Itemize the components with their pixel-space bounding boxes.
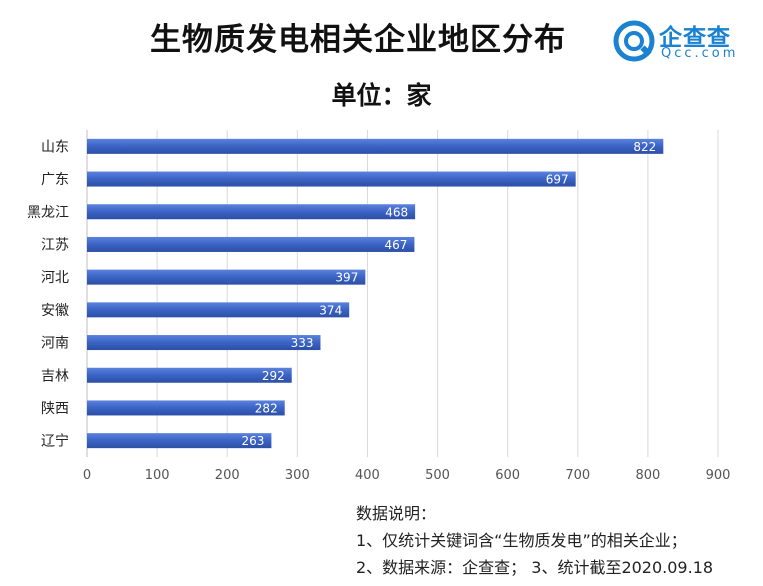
data-label-黑龙江: 468: [385, 205, 408, 219]
notes-line-2: 2、数据来源：企查查； 3、统计截至2020.09.18: [356, 558, 714, 577]
logo-brand-name: 企查查: [659, 25, 731, 51]
category-label-河北: 河北: [41, 270, 69, 286]
x-tick-label-800: 800: [635, 468, 660, 483]
bar-chart: 0 100 200 300 400 500 600 700 800 900 山东 822 广东 697 黑龙…: [27, 130, 731, 483]
qcc-logo: 企查查 Qcc.com: [613, 18, 753, 66]
data-label-江苏: 467: [385, 238, 408, 252]
x-tick-label-900: 900: [706, 468, 731, 483]
category-label-河南: 河南: [41, 336, 69, 352]
bar-吉林: [87, 367, 292, 383]
category-label-安徽: 安徽: [41, 303, 69, 319]
data-label-陕西: 282: [255, 401, 278, 415]
x-tick-label-300: 300: [285, 468, 310, 483]
category-label-辽宁: 辽宁: [41, 433, 69, 450]
category-label-江苏: 江苏: [41, 237, 69, 253]
bar-广东: [87, 171, 576, 187]
x-tick-label-600: 600: [495, 468, 520, 483]
notes-line-1: 1、仅统计关键词含“生物质发电”的相关企业；: [356, 531, 687, 550]
x-tick-label-500: 500: [425, 468, 450, 483]
data-notes: 数据说明： 1、仅统计关键词含“生物质发电”的相关企业； 2、数据来源：企查查；…: [356, 500, 713, 581]
category-label-黑龙江: 黑龙江: [27, 205, 69, 221]
data-label-山东: 822: [633, 140, 656, 154]
bar-河北: [87, 269, 366, 285]
data-label-辽宁: 263: [241, 434, 264, 448]
x-tick-label-400: 400: [355, 468, 380, 483]
x-tick-label-100: 100: [145, 468, 170, 483]
x-tick-label-200: 200: [215, 468, 240, 483]
category-label-广东: 广东: [41, 172, 69, 188]
category-label-陕西: 陕西: [41, 401, 69, 417]
chart-title: 生物质发电相关企业地区分布: [150, 22, 566, 58]
chart-subtitle: 单位：家: [331, 81, 432, 110]
x-tick-label-0: 0: [83, 468, 91, 483]
logo-domain: Qcc.com: [661, 46, 739, 61]
bar-辽宁: [87, 433, 272, 449]
bar-陕西: [87, 400, 285, 416]
notes-heading: 数据说明：: [356, 504, 437, 523]
category-label-山东: 山东: [41, 139, 69, 155]
data-label-河南: 333: [291, 336, 314, 350]
bar-黑龙江: [87, 204, 416, 220]
bar-江苏: [87, 236, 415, 252]
qcc-logo-icon: [613, 20, 655, 62]
bar-河南: [87, 335, 321, 351]
data-label-广东: 697: [546, 173, 569, 187]
bar-安徽: [87, 302, 350, 318]
x-tick-label-700: 700: [565, 468, 590, 483]
category-label-吉林: 吉林: [41, 368, 69, 384]
data-label-河北: 397: [335, 271, 358, 285]
bar-山东: [87, 138, 664, 154]
data-label-安徽: 374: [319, 303, 342, 317]
data-label-吉林: 292: [262, 369, 285, 383]
